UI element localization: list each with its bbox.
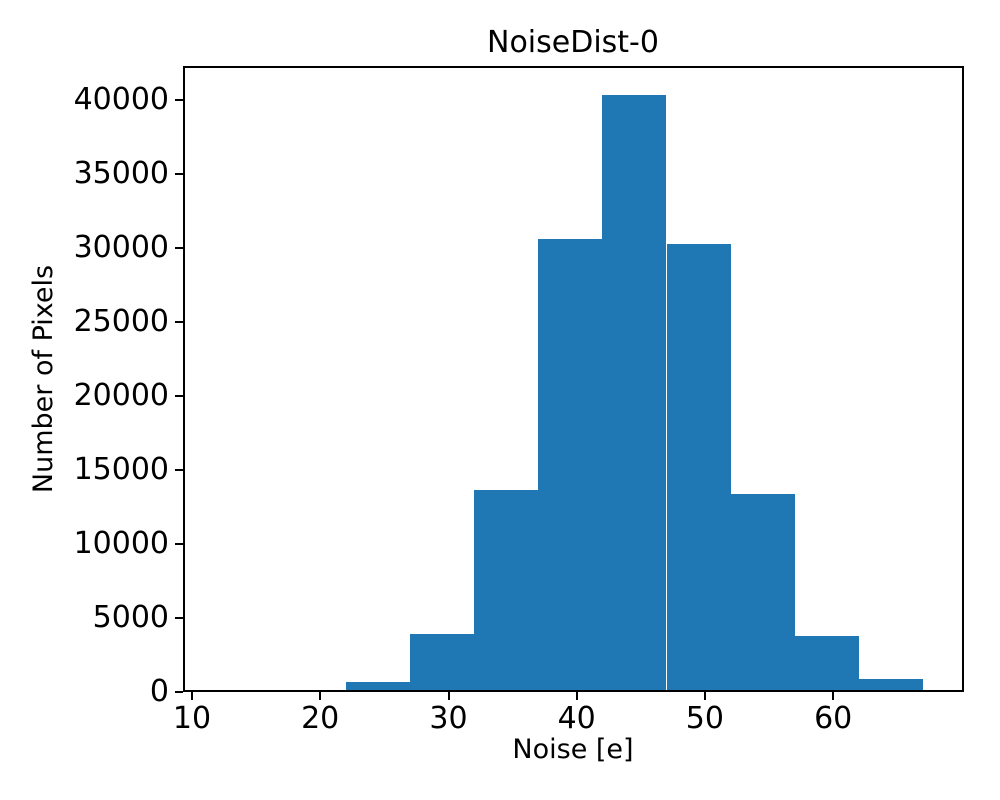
y-tick-mark	[175, 321, 183, 324]
histogram-bar	[345, 681, 410, 692]
y-tick-label: 35000	[73, 156, 169, 192]
x-tick-label: 40	[557, 701, 596, 736]
x-tick-mark	[832, 692, 835, 700]
y-tick-label: 5000	[92, 600, 169, 635]
y-tick-mark	[175, 617, 183, 619]
x-axis-label: Noise [e]	[512, 734, 634, 765]
y-tick-label: 25000	[73, 304, 169, 340]
y-tick-label: 20000	[73, 378, 169, 414]
x-tick-label: 30	[429, 701, 468, 736]
histogram-bar	[474, 490, 539, 692]
histogram-bar	[538, 238, 603, 692]
histogram-bars-layer	[183, 66, 964, 692]
y-tick-label: 15000	[73, 452, 169, 488]
y-tick-label: 30000	[73, 230, 169, 266]
y-tick-mark	[175, 543, 183, 546]
y-tick-label: 0	[149, 674, 169, 709]
y-tick-mark	[175, 469, 183, 472]
x-tick-mark	[191, 692, 193, 700]
y-tick-mark	[175, 173, 183, 176]
x-tick-label: 50	[685, 701, 724, 736]
y-tick-mark	[175, 99, 183, 102]
y-tick-mark	[175, 691, 183, 693]
chart-title: NoiseDist-0	[487, 25, 659, 60]
x-tick-mark	[703, 692, 706, 700]
plot-area-frame	[183, 66, 964, 692]
histogram-bar	[410, 633, 475, 692]
y-tick-label: 10000	[73, 526, 169, 562]
y-tick-mark	[175, 395, 183, 398]
y-tick-label: 40000	[73, 82, 169, 118]
x-tick-label: 20	[301, 701, 340, 736]
histogram-bar	[602, 95, 667, 692]
x-tick-mark	[575, 692, 578, 700]
y-axis-label: Number of Pixels	[28, 264, 60, 494]
histogram-bar	[858, 679, 923, 692]
y-tick-mark	[175, 247, 183, 250]
x-tick-label: 60	[814, 701, 853, 736]
x-tick-mark	[319, 692, 322, 700]
x-tick-mark	[447, 692, 450, 700]
histogram-bar	[666, 243, 731, 692]
x-tick-label: 10	[172, 701, 212, 736]
histogram-bar	[730, 494, 795, 692]
histogram-bar	[794, 636, 859, 692]
